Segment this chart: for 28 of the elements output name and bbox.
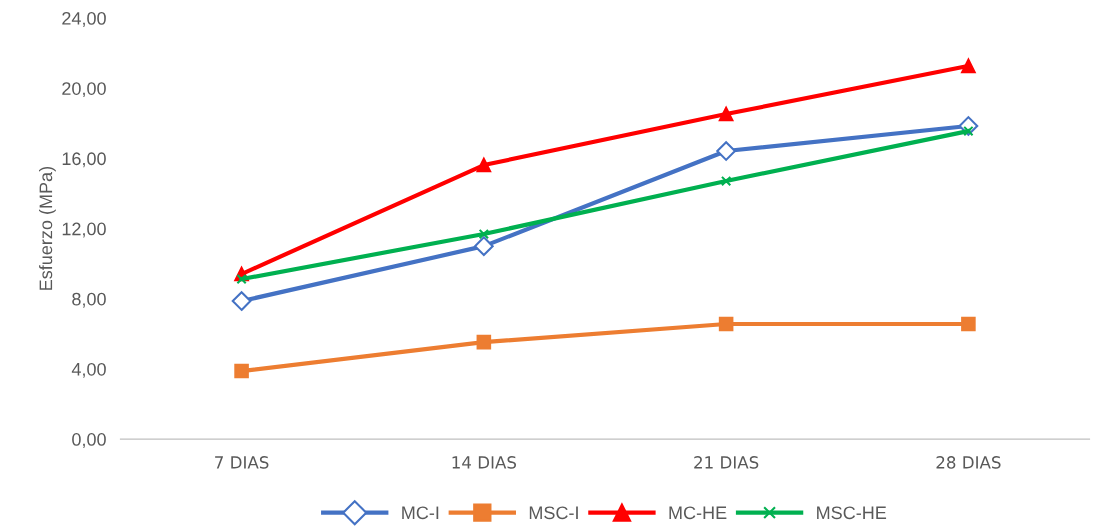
point	[961, 58, 976, 74]
y-tick-label: 20,00	[62, 82, 106, 98]
legend-label: MC-I	[402, 506, 439, 520]
point	[720, 175, 732, 187]
y-tick-label: 12,00	[62, 222, 106, 238]
y-tick-label: 0,00	[72, 433, 106, 448]
x-tick-label: 7 DIAS	[215, 456, 269, 469]
point	[961, 316, 976, 332]
legend-label: MC-HE	[669, 506, 727, 520]
legend-label: MSC-I	[529, 506, 578, 520]
point	[476, 334, 492, 350]
point	[716, 141, 736, 161]
point	[718, 316, 734, 332]
y-tick-label: 4,00	[71, 362, 106, 378]
point	[476, 157, 492, 173]
x-tick-label: 28 DIAS	[936, 456, 1001, 469]
y-tick-label: 8,00	[72, 292, 106, 308]
x-tick-label: 14 DIAS	[452, 456, 517, 469]
x-tick-label: 21 DIAS	[694, 456, 759, 469]
y-tick-label: 16,00	[62, 152, 106, 168]
point	[231, 291, 252, 311]
legend-label: MSC-HE	[817, 506, 887, 520]
y-axis-title: Esfuerzo (MPa)	[38, 167, 56, 290]
y-tick-label: 24,00	[62, 11, 106, 27]
point	[234, 363, 249, 379]
point	[718, 106, 734, 122]
point	[473, 236, 494, 257]
point	[478, 228, 490, 240]
